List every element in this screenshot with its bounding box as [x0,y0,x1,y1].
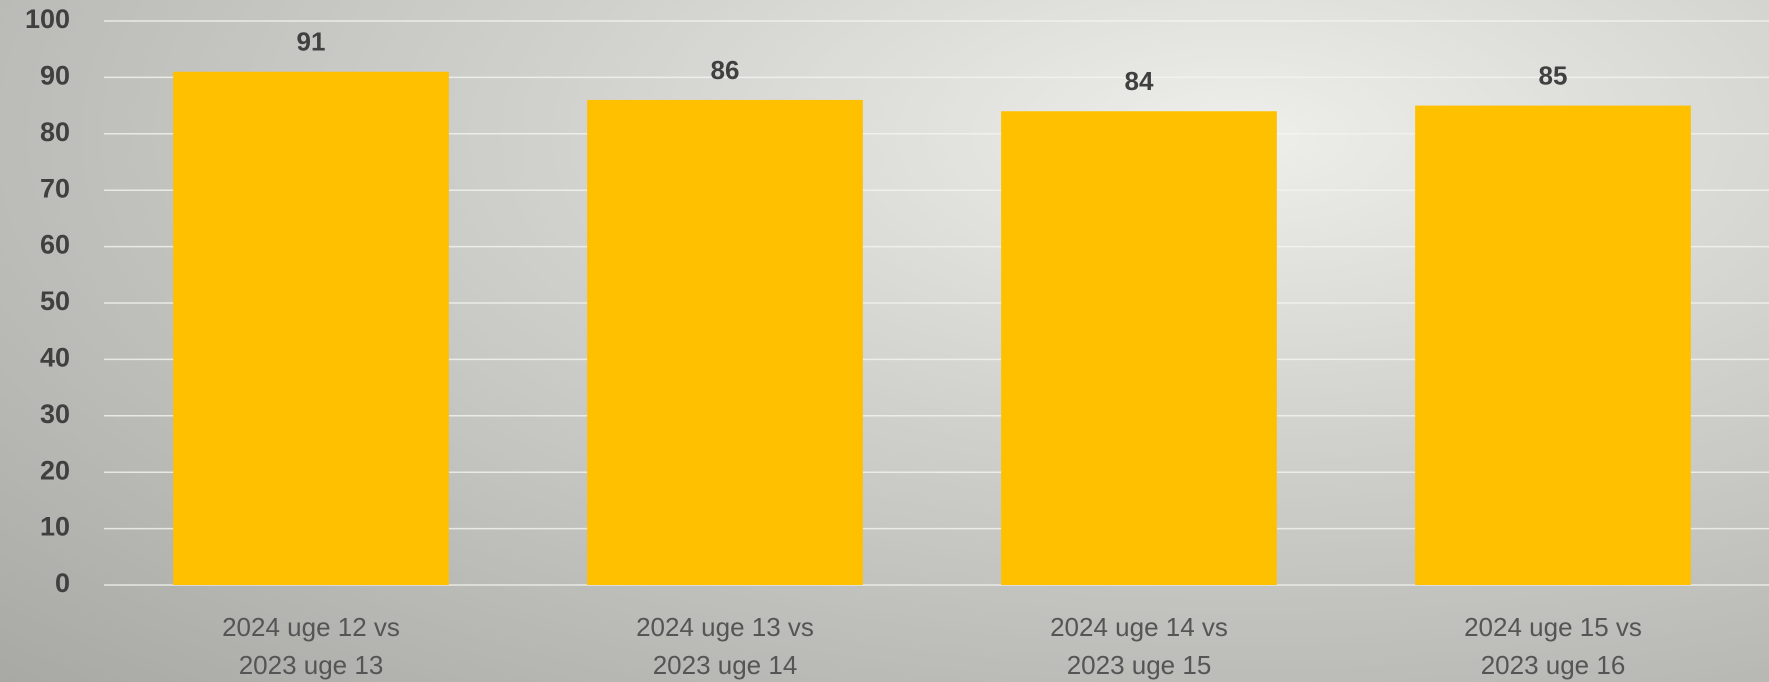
value-label: 84 [1125,66,1154,96]
bar [1001,111,1277,586]
x-tick-label: 2024 uge 14 vs 2023 uge 15 [1050,612,1228,680]
value-label: 86 [711,55,740,85]
y-tick-label: 10 [40,512,70,542]
y-tick-label: 20 [40,455,70,485]
y-tick-label: 70 [40,173,70,203]
bar [1415,105,1691,585]
bar [173,71,449,585]
value-label: 85 [1539,60,1568,90]
y-tick-label: 0 [55,568,70,598]
y-tick-label: 90 [40,61,70,91]
bar [587,99,863,586]
x-tick-label: 2024 uge 13 vs 2023 uge 14 [636,612,814,680]
y-tick-label: 40 [40,343,70,373]
y-tick-label: 100 [25,4,70,34]
y-tick-label: 80 [40,117,70,147]
y-tick-label: 30 [40,399,70,429]
y-tick-label: 60 [40,230,70,260]
y-tick-label: 50 [40,286,70,316]
x-tick-label: 2024 uge 12 vs 2023 uge 13 [222,612,400,680]
value-label: 91 [297,27,326,57]
x-tick-label: 2024 uge 15 vs 2023 uge 16 [1464,612,1642,680]
